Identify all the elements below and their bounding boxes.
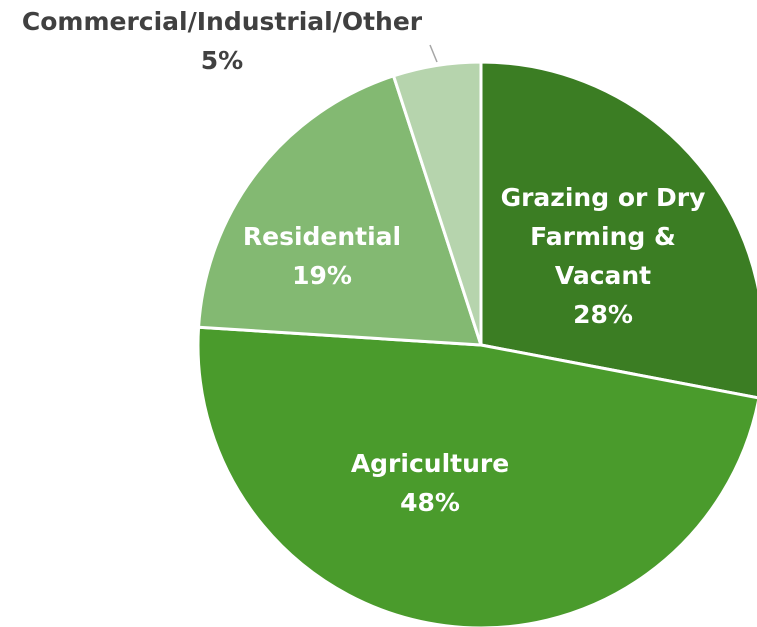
data-label: Grazing or Dry Farming & Vacant 28% (493, 178, 713, 334)
category-label: Commercial/Industrial/Other (21, 7, 423, 36)
pie-slice (196, 325, 757, 627)
data-label: Residential 19% (222, 217, 422, 295)
value-label: 28% (573, 300, 633, 329)
value-label: 19% (292, 261, 352, 290)
data-label: Commercial/Industrial/Other 5% (0, 2, 452, 80)
data-label: Agriculture 48% (310, 444, 550, 522)
leader-line (429, 44, 438, 63)
value-label: 48% (400, 488, 460, 517)
pie-slice (391, 60, 483, 346)
category-label: Agriculture (350, 449, 510, 478)
category-label: Residential (242, 222, 402, 251)
pie-slice (196, 73, 484, 347)
value-label: 5% (200, 46, 244, 75)
category-label: Grazing or Dry Farming & Vacant (500, 183, 706, 290)
pie-slice (479, 60, 757, 400)
